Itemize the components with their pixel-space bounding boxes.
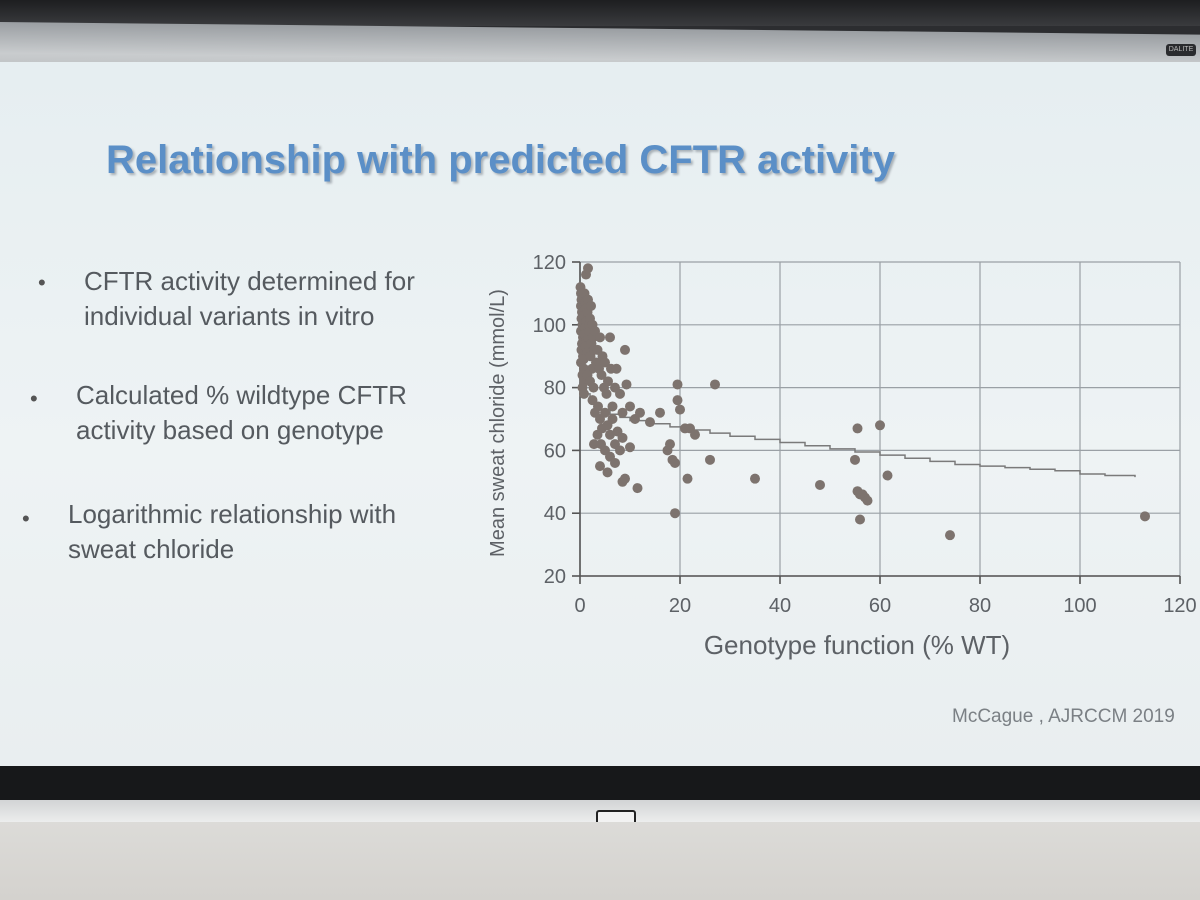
y-axis-label: Mean sweat chloride (mmol/L) [487, 289, 509, 557]
data-point [670, 508, 680, 519]
x-tick-label: 80 [969, 595, 991, 617]
data-point [665, 439, 675, 450]
fit-line [580, 374, 1136, 478]
x-tick-label: 20 [669, 595, 691, 617]
chart-grid [579, 261, 1181, 577]
data-point [621, 379, 632, 390]
y-tick-label: 40 [544, 503, 566, 525]
data-point [593, 401, 603, 412]
data-point [595, 461, 605, 472]
x-tick-label: 40 [769, 595, 791, 617]
data-point [607, 401, 618, 412]
y-tick-label: 60 [544, 440, 566, 462]
bullet-marker: • [22, 506, 30, 531]
bullet-marker: • [38, 270, 46, 295]
x-tick-label: 0 [574, 595, 585, 617]
data-points [575, 263, 1150, 541]
data-point [625, 442, 635, 453]
data-point [882, 470, 893, 481]
y-tick-label: 100 [533, 315, 566, 337]
y-tick-label: 20 [544, 566, 566, 588]
data-point [855, 514, 865, 525]
data-point [862, 495, 873, 506]
data-point [655, 407, 665, 418]
x-tick-label: 120 [1163, 595, 1196, 617]
data-point [588, 382, 599, 393]
citation: McCague , AJRCCM 2019 [952, 706, 1175, 727]
chart-labels: 20 40 60 80 100 120 0 20 40 60 80 100 120 Genotype fu… [487, 252, 1197, 660]
data-point [615, 445, 625, 456]
data-point [710, 379, 720, 390]
data-point [815, 479, 825, 490]
ceiling [0, 0, 1200, 26]
data-point [600, 357, 610, 368]
data-point [705, 454, 715, 465]
fit-line-layer [580, 374, 1136, 478]
slide-title: Relationship with predicted CFTR activit… [106, 138, 895, 182]
data-point [850, 454, 860, 465]
data-point [607, 414, 618, 424]
x-tick-label: 60 [869, 595, 891, 617]
data-point [632, 483, 643, 494]
data-point [611, 363, 622, 374]
data-point [620, 344, 630, 355]
data-point [592, 429, 603, 440]
x-tick-label: 100 [1063, 595, 1096, 617]
data-point [605, 332, 615, 343]
data-point [603, 376, 613, 387]
data-point [579, 388, 589, 399]
data-point [589, 439, 599, 450]
data-point [605, 429, 615, 440]
data-point [625, 401, 635, 412]
data-point [586, 300, 596, 311]
data-point [617, 432, 628, 443]
data-point [672, 395, 683, 406]
data-point [615, 388, 625, 399]
wall [0, 822, 1200, 900]
bullet-text-1: CFTR activity determined for individual … [84, 266, 415, 331]
data-point [682, 473, 693, 484]
data-point [635, 407, 645, 418]
data-point [620, 473, 630, 484]
bullet-marker: • [30, 386, 38, 411]
data-point [617, 407, 628, 418]
bullet-text-3: Logarithmic relationship with sweat chlo… [68, 499, 397, 564]
data-point [875, 420, 885, 431]
data-point [945, 530, 955, 541]
data-point [596, 370, 607, 381]
data-point [645, 417, 655, 428]
data-point [1140, 511, 1150, 522]
data-point [610, 457, 620, 468]
data-point [595, 332, 605, 343]
x-axis-label: Genotype function (% WT) [704, 630, 1010, 660]
data-point [690, 429, 700, 440]
data-point [675, 404, 685, 415]
data-point [672, 379, 683, 390]
data-point [602, 467, 613, 478]
data-point [670, 457, 680, 468]
y-tick-label: 120 [533, 252, 566, 274]
data-point [852, 423, 863, 434]
housing-logo: DALITE [1166, 44, 1196, 56]
data-point [600, 407, 610, 418]
bullet-text-2: Calculated % wildtype CFTR activity base… [76, 380, 407, 445]
scatter-chart: 20 40 60 80 100 120 0 20 40 60 80 100 120 Genotype fu… [487, 252, 1197, 660]
data-point [583, 263, 593, 274]
data-point [750, 473, 760, 484]
data-point [601, 388, 612, 399]
y-tick-label: 80 [544, 378, 566, 400]
